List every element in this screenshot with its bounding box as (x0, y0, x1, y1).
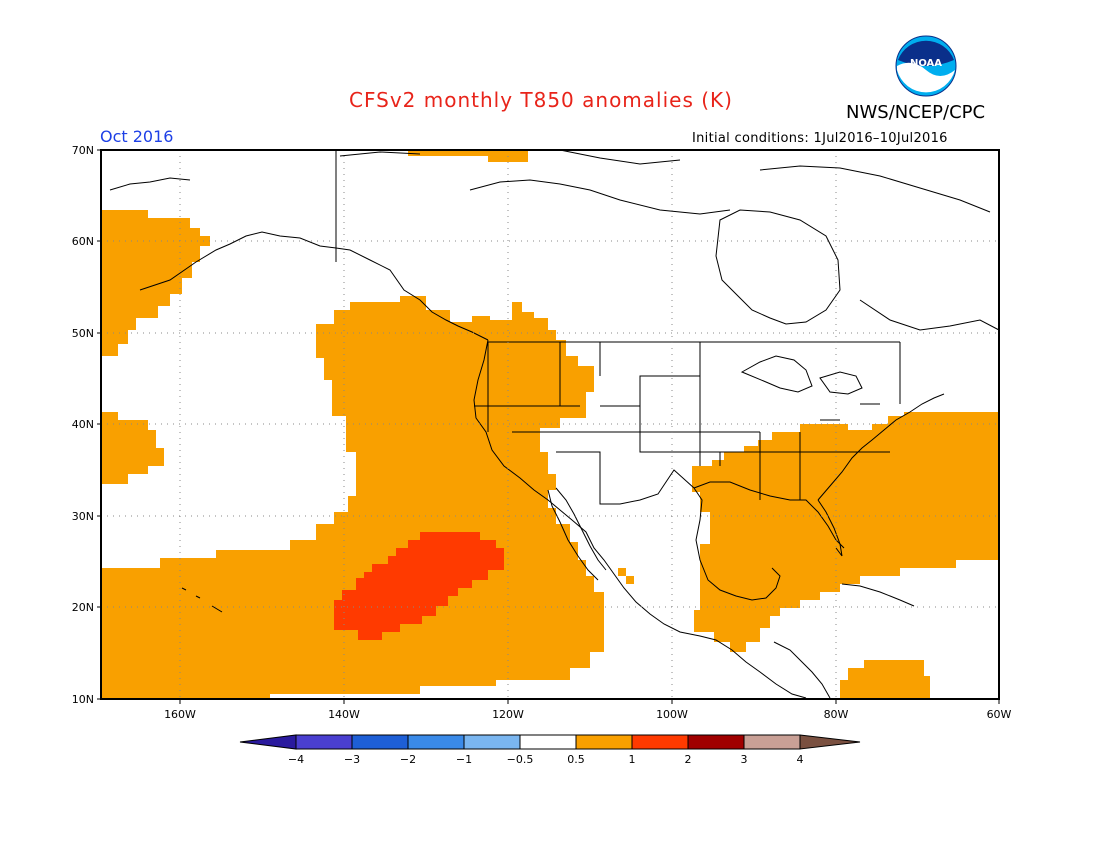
colorbar-swatch-2 (351, 734, 409, 750)
lat-label-20n: 20N (72, 601, 94, 614)
lon-label-160w: 160W (164, 708, 196, 721)
colorbar-label-0-5: 0.5 (567, 753, 585, 766)
colorbar-label-2: 2 (685, 753, 692, 766)
anomaly-orange-regions (101, 150, 999, 698)
lat-label-30n: 30N (72, 510, 94, 523)
colorbar (239, 734, 861, 750)
agency-label: NWS/NCEP/CPC (846, 102, 986, 123)
lon-label-120w: 120W (492, 708, 524, 721)
anomaly-red-regions (334, 532, 504, 640)
coastlines (109, 149, 1000, 699)
colorbar-swatch-0 (239, 734, 297, 750)
forecast-month: Oct 2016 (100, 127, 174, 146)
lon-label-60w: 60W (987, 708, 1012, 721)
colorbar-label-neg4: −4 (288, 753, 304, 766)
lon-label-80w: 80W (824, 708, 849, 721)
political-borders (335, 150, 901, 505)
lat-label-50n: 50N (72, 327, 94, 340)
noaa-logo: NOAA (895, 35, 957, 97)
colorbar-label-neg1: −1 (456, 753, 472, 766)
lat-label-70n: 70N (72, 144, 94, 157)
colorbar-swatch-1 (295, 734, 353, 750)
lat-ticks (97, 149, 101, 700)
colorbar-label-neg0-5: −0.5 (507, 753, 534, 766)
lon-label-100w: 100W (656, 708, 688, 721)
colorbar-swatch-3 (407, 734, 465, 750)
lon-ticks (179, 699, 1000, 704)
colorbar-swatch-8 (687, 734, 745, 750)
colorbar-swatch-9 (743, 734, 801, 750)
lat-label-60n: 60N (72, 235, 94, 248)
colorbar-swatch-4 (463, 734, 521, 750)
noaa-logo-text: NOAA (910, 58, 942, 69)
lat-label-40n: 40N (72, 418, 94, 431)
lat-label-10n: 10N (72, 693, 94, 706)
colorbar-swatch-5 (519, 734, 577, 750)
chart-title: CFSv2 monthly T850 anomalies (K) (349, 88, 733, 112)
colorbar-swatch-10 (799, 734, 861, 750)
colorbar-swatch-7 (631, 734, 689, 750)
colorbar-label-neg2: −2 (400, 753, 416, 766)
colorbar-label-4: 4 (797, 753, 804, 766)
colorbar-label-neg3: −3 (344, 753, 360, 766)
colorbar-label-3: 3 (741, 753, 748, 766)
colorbar-label-1: 1 (629, 753, 636, 766)
initial-conditions-label: Initial conditions: 1Jul2016–10Jul2016 (692, 131, 948, 146)
lon-label-140w: 140W (328, 708, 360, 721)
colorbar-swatch-6 (575, 734, 633, 750)
